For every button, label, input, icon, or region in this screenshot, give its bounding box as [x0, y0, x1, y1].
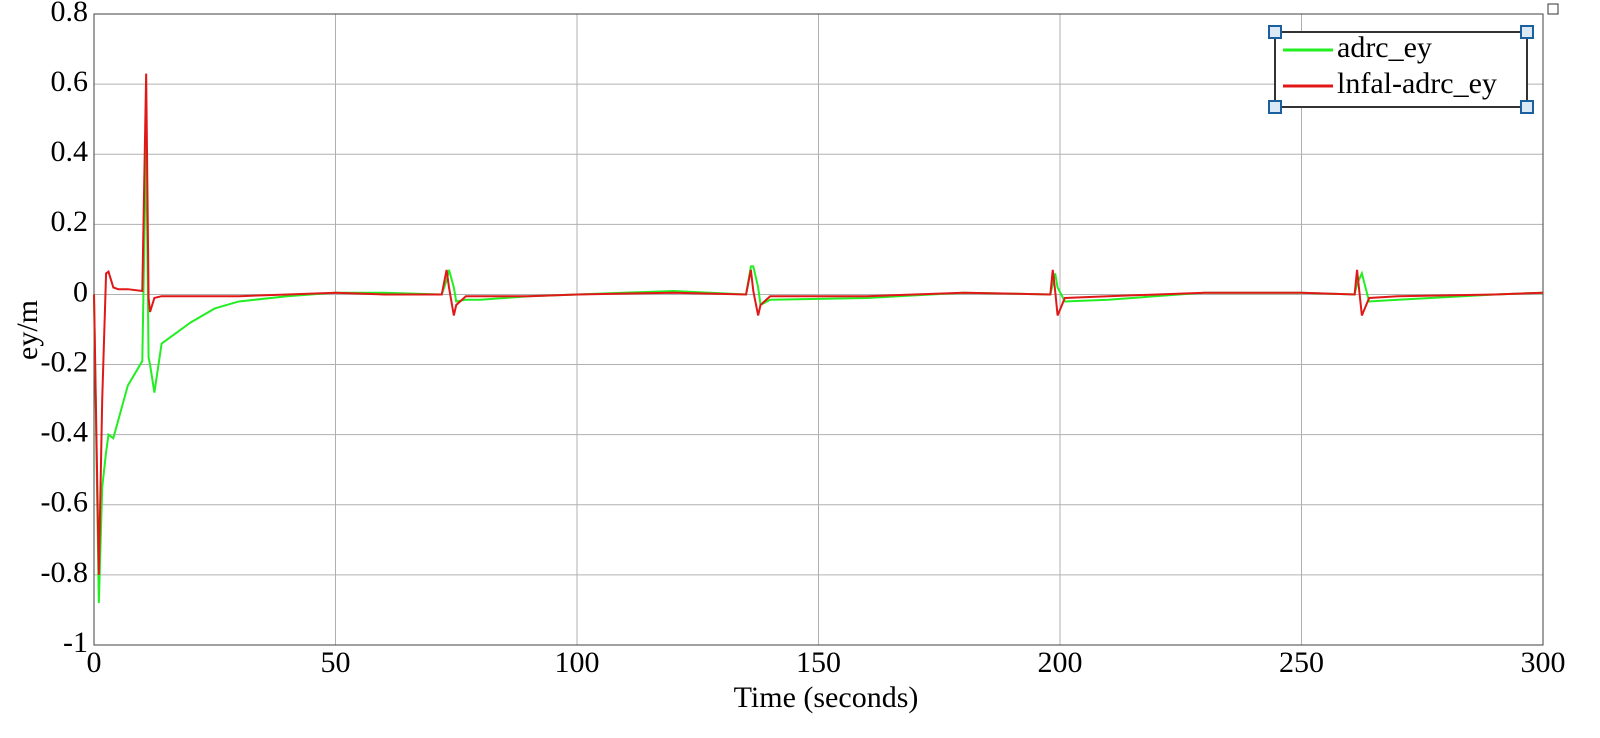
x-axis-label: Time (seconds)	[734, 681, 919, 714]
x-tick-label: 300	[1521, 646, 1566, 679]
y-tick-label: -0.2	[41, 345, 89, 378]
expand-icon	[1547, 3, 1559, 15]
y-tick-label: -0.4	[41, 416, 89, 449]
y-axis-label: ey/m	[11, 300, 44, 360]
x-tick-label: 250	[1279, 646, 1324, 679]
x-tick-label: 200	[1038, 646, 1083, 679]
y-tick-label: -0.6	[41, 486, 89, 519]
y-tick-label: 0	[73, 275, 88, 308]
x-tick-label: 150	[796, 646, 841, 679]
legend-box	[1274, 31, 1528, 108]
x-tick-label: 50	[321, 646, 351, 679]
selection-handle	[1520, 25, 1534, 39]
y-tick-label: -0.8	[41, 556, 89, 589]
x-tick-label: 100	[555, 646, 600, 679]
y-tick-label: 0.4	[51, 135, 89, 168]
x-tick-label: 0	[87, 646, 102, 679]
selection-handle	[1268, 100, 1282, 114]
selection-handle	[1268, 25, 1282, 39]
y-tick-label: 0.2	[51, 205, 89, 238]
y-tick-label: 0.8	[51, 0, 89, 28]
data-line	[93, 136, 1544, 603]
data-line	[93, 73, 1544, 575]
y-tick-label: 0.6	[51, 65, 89, 98]
legend-label: adrc_ey	[1337, 31, 1432, 64]
y-tick-label: -1	[63, 626, 88, 659]
selection-handle	[1520, 100, 1534, 114]
legend-label: lnfal-adrc_ey	[1337, 67, 1497, 100]
